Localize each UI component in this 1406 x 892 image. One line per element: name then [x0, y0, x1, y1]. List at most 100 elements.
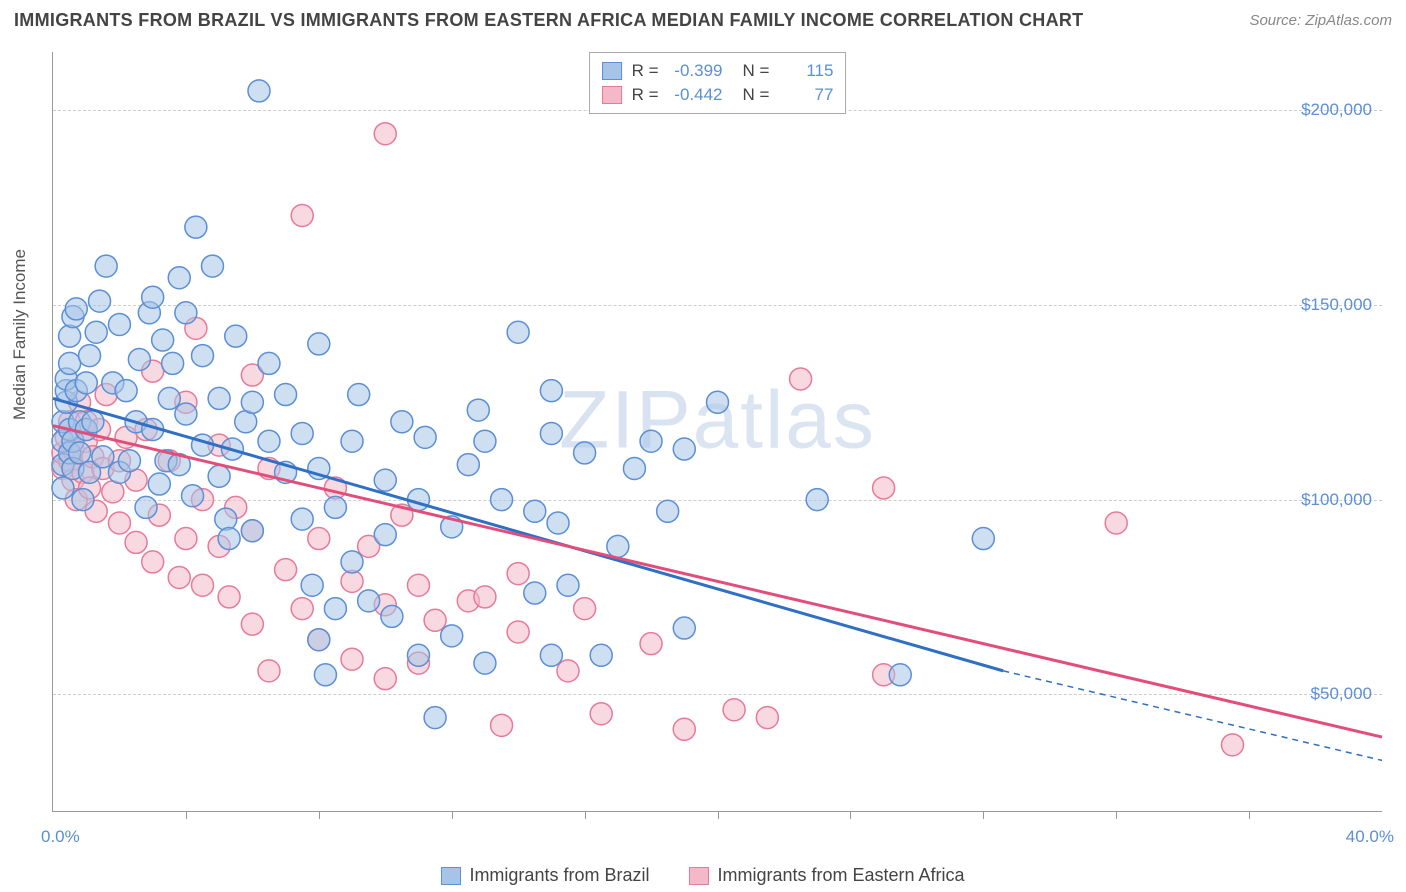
scatter-point-eafrica [424, 609, 446, 631]
scatter-point-brazil [507, 321, 529, 343]
scatter-point-brazil [391, 411, 413, 433]
scatter-svg [53, 52, 1382, 811]
scatter-point-brazil [72, 489, 94, 511]
scatter-point-brazil [235, 411, 257, 433]
scatter-point-brazil [308, 629, 330, 651]
stats-row-eafrica: R = -0.442 N = 77 [602, 83, 834, 107]
scatter-point-brazil [540, 644, 562, 666]
x-tick [452, 811, 453, 819]
title-bar: IMMIGRANTS FROM BRAZIL VS IMMIGRANTS FRO… [14, 10, 1392, 31]
scatter-point-brazil [640, 430, 662, 452]
scatter-point-brazil [441, 625, 463, 647]
scatter-point-eafrica [102, 481, 124, 503]
scatter-point-brazil [208, 465, 230, 487]
plot-area: ZIPatlas R = -0.399 N = 115 R = -0.442 N… [52, 52, 1382, 812]
scatter-point-brazil [291, 422, 313, 444]
scatter-point-brazil [341, 551, 363, 573]
scatter-point-brazil [168, 267, 190, 289]
scatter-point-brazil [162, 352, 184, 374]
stat-r-eafrica: -0.442 [669, 85, 723, 105]
x-tick [983, 811, 984, 819]
scatter-point-brazil [540, 422, 562, 444]
scatter-point-brazil [192, 345, 214, 367]
scatter-point-eafrica [407, 574, 429, 596]
scatter-point-brazil [308, 333, 330, 355]
scatter-point-eafrica [1105, 512, 1127, 534]
scatter-point-brazil [301, 574, 323, 596]
scatter-point-brazil [182, 485, 204, 507]
scatter-point-eafrica [258, 660, 280, 682]
bottom-legend: Immigrants from Brazil Immigrants from E… [0, 865, 1406, 886]
scatter-point-eafrica [175, 528, 197, 550]
x-tick [850, 811, 851, 819]
scatter-point-eafrica [108, 512, 130, 534]
scatter-point-brazil [381, 605, 403, 627]
scatter-point-brazil [152, 329, 174, 351]
scatter-point-eafrica [341, 570, 363, 592]
x-tick [1116, 811, 1117, 819]
scatter-point-brazil [175, 403, 197, 425]
scatter-point-brazil [374, 469, 396, 491]
stat-n-label: N = [743, 61, 770, 81]
scatter-point-brazil [574, 442, 596, 464]
swatch-brazil [602, 62, 622, 80]
scatter-point-brazil [474, 430, 496, 452]
stat-r-brazil: -0.399 [669, 61, 723, 81]
scatter-point-eafrica [374, 123, 396, 145]
scatter-point-brazil [128, 348, 150, 370]
scatter-point-brazil [225, 325, 247, 347]
legend-label-eafrica: Immigrants from Eastern Africa [717, 865, 964, 886]
scatter-point-brazil [92, 446, 114, 468]
scatter-point-brazil [158, 387, 180, 409]
scatter-point-eafrica [640, 633, 662, 655]
x-tick [1249, 811, 1250, 819]
scatter-point-eafrica [275, 559, 297, 581]
scatter-point-eafrica [1221, 734, 1243, 756]
x-tick [585, 811, 586, 819]
scatter-point-brazil [590, 644, 612, 666]
legend-item-brazil: Immigrants from Brazil [441, 865, 649, 886]
scatter-point-eafrica [557, 660, 579, 682]
scatter-point-brazil [79, 345, 101, 367]
scatter-point-brazil [806, 489, 828, 511]
scatter-point-eafrica [507, 621, 529, 643]
scatter-point-brazil [65, 298, 87, 320]
scatter-point-brazil [557, 574, 579, 596]
stat-n-eafrica: 77 [779, 85, 833, 105]
scatter-point-brazil [324, 598, 346, 620]
scatter-point-eafrica [241, 613, 263, 635]
scatter-point-brazil [108, 313, 130, 335]
scatter-point-brazil [241, 391, 263, 413]
scatter-point-eafrica [308, 528, 330, 550]
scatter-point-brazil [673, 617, 695, 639]
scatter-point-brazil [324, 496, 346, 518]
stat-n-brazil: 115 [779, 61, 833, 81]
scatter-point-eafrica [673, 718, 695, 740]
stats-box: R = -0.399 N = 115 R = -0.442 N = 77 [589, 52, 847, 114]
scatter-point-brazil [95, 255, 117, 277]
scatter-point-brazil [248, 80, 270, 102]
x-tick [718, 811, 719, 819]
scatter-point-brazil [185, 216, 207, 238]
scatter-point-brazil [115, 380, 137, 402]
scatter-point-brazil [374, 524, 396, 546]
legend-swatch-eafrica [689, 867, 709, 885]
scatter-point-eafrica [574, 598, 596, 620]
scatter-point-brazil [89, 290, 111, 312]
scatter-point-brazil [258, 430, 280, 452]
scatter-point-eafrica [291, 204, 313, 226]
scatter-point-brazil [540, 380, 562, 402]
stat-r-label-2: R = [632, 85, 659, 105]
scatter-point-eafrica [374, 668, 396, 690]
y-axis-label: Median Family Income [10, 249, 30, 420]
scatter-point-brazil [218, 528, 240, 550]
scatter-point-brazil [69, 442, 91, 464]
scatter-point-brazil [275, 384, 297, 406]
x-axis-max-label: 40.0% [1346, 827, 1394, 847]
x-axis-min-label: 0.0% [41, 827, 80, 847]
scatter-point-eafrica [474, 586, 496, 608]
scatter-point-brazil [341, 430, 363, 452]
chart-title: IMMIGRANTS FROM BRAZIL VS IMMIGRANTS FRO… [14, 10, 1083, 31]
legend-item-eafrica: Immigrants from Eastern Africa [689, 865, 964, 886]
scatter-point-brazil [707, 391, 729, 413]
